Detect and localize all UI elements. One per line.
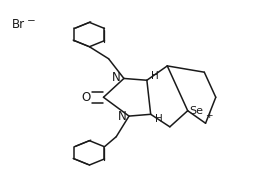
Text: −: − (26, 16, 35, 26)
Text: +: + (206, 111, 213, 120)
Text: H: H (151, 71, 159, 81)
Text: O: O (81, 91, 90, 104)
Text: Br: Br (12, 18, 25, 31)
Text: H: H (155, 114, 163, 124)
Text: N: N (118, 110, 127, 124)
Text: Se: Se (190, 106, 204, 116)
Text: N: N (112, 71, 121, 84)
